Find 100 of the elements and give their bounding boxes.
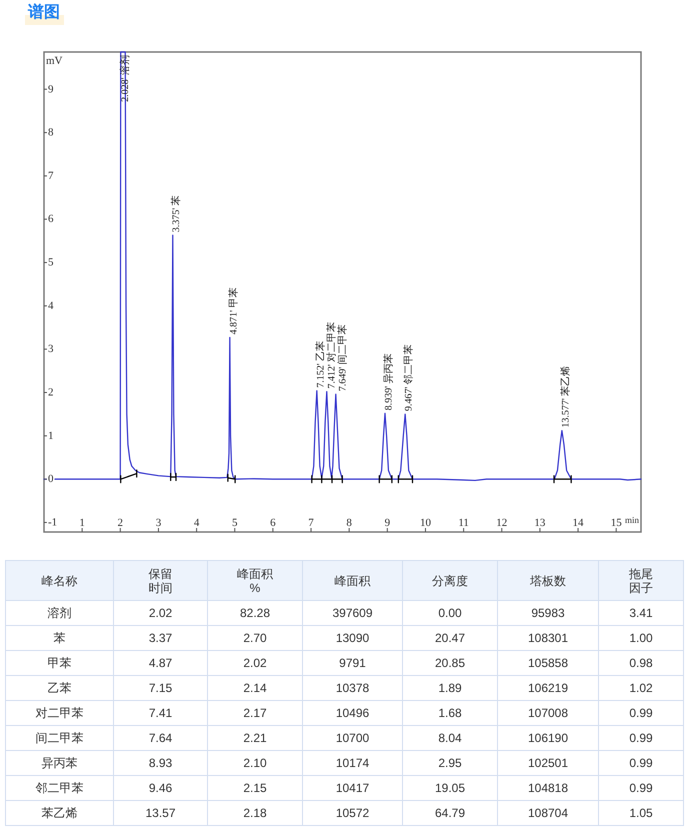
text: 108301 xyxy=(528,631,568,645)
annotation: 13.577' 苯乙烯 xyxy=(559,366,572,428)
category-label: 塔板数 xyxy=(530,574,566,588)
text: 9791 xyxy=(339,656,366,670)
category-label: 峰面积 % xyxy=(237,566,273,594)
x-tick-label: 10 xyxy=(420,517,432,529)
text: 1.68 xyxy=(438,706,462,720)
text: 82.28 xyxy=(240,606,270,620)
x-tick-label: 3 xyxy=(156,517,162,529)
text: 10378 xyxy=(336,681,370,695)
category-label: 异丙苯 xyxy=(42,756,78,770)
text: 397609 xyxy=(332,606,373,620)
y-tick-label: 1 xyxy=(48,430,54,442)
text: 95983 xyxy=(531,606,565,620)
y-tick-label: 5 xyxy=(48,256,54,269)
y-tick-label: -1 xyxy=(48,516,58,528)
annotation: 8.939' 异丙苯 xyxy=(382,353,394,410)
y-tick-label: 6 xyxy=(48,213,54,226)
text: 2.10 xyxy=(243,756,267,770)
text: 2.95 xyxy=(438,756,462,770)
y-axis-title: mV xyxy=(46,55,63,67)
category-label: 甲苯 xyxy=(48,656,72,670)
text: 峰名称 xyxy=(42,574,78,588)
text: 107008 xyxy=(528,706,568,720)
text: 3.37 xyxy=(148,631,172,645)
category-label: 拖尾因子 xyxy=(629,566,653,594)
text: 2.70 xyxy=(243,631,267,645)
text: 8.93 xyxy=(148,756,172,770)
text: 7.41 xyxy=(148,706,172,720)
annotation: 7.152' 乙苯 xyxy=(314,340,326,388)
category-label: 苯 xyxy=(54,630,66,644)
category-label: 邻二甲苯 xyxy=(36,780,84,794)
x-tick-label: 7 xyxy=(308,517,314,529)
annotation: 7.412' 对二甲苯 xyxy=(325,322,338,389)
text: 4.87 xyxy=(148,656,172,670)
text: 1.05 xyxy=(629,806,653,820)
text: 105858 xyxy=(528,656,568,670)
x-tick-label: 4 xyxy=(194,517,200,529)
text: 64.79 xyxy=(434,806,466,820)
text: 2.15 xyxy=(243,781,267,795)
text: 1.89 xyxy=(438,681,462,695)
y-tick-label: 9 xyxy=(48,83,54,96)
text: 10572 xyxy=(336,806,370,820)
category-label: 对二甲苯 xyxy=(36,706,84,720)
y-tick-label: 3 xyxy=(48,343,54,356)
y-tick-label: 4 xyxy=(48,300,54,312)
text: 106219 xyxy=(528,681,568,695)
text: 10496 xyxy=(336,706,370,720)
text: 10700 xyxy=(336,731,370,745)
text: 8.04 xyxy=(438,731,462,745)
x-tick-label: 14 xyxy=(572,517,584,529)
text: 0.99 xyxy=(629,706,653,720)
x-tick-label: 8 xyxy=(346,517,352,529)
y-tick-label: 2 xyxy=(48,386,54,399)
text: 0.00 xyxy=(438,606,462,620)
text: 9.46 xyxy=(148,781,172,795)
text: 104818 xyxy=(528,781,568,795)
x-tick-label: 1 xyxy=(79,517,85,529)
y-tick-label: 7 xyxy=(48,170,54,182)
category-label: 乙苯 xyxy=(48,680,72,694)
annotation: 2.028' 溶剂 xyxy=(118,55,131,102)
chart-title: 谱图 xyxy=(25,3,64,25)
text: 0.99 xyxy=(629,781,653,795)
text: 13.57 xyxy=(145,806,176,820)
text: 2.02 xyxy=(243,656,267,670)
x-tick-label: 2 xyxy=(118,517,124,529)
x-axis-title: min xyxy=(624,515,640,525)
y-tick-label: 8 xyxy=(48,126,54,139)
category-label: 保留时间 xyxy=(148,566,172,594)
text: 0.98 xyxy=(629,656,653,670)
annotation: 7.649' 间二甲苯 xyxy=(336,324,348,392)
x-tick-label: 11 xyxy=(458,517,469,529)
annotation: 3.375' 苯 xyxy=(170,195,182,232)
text: 106190 xyxy=(528,731,568,745)
text: 20.47 xyxy=(434,631,466,645)
text: 2.18 xyxy=(243,806,267,820)
x-tick-label: 12 xyxy=(496,517,508,529)
annotation: 4.871' 甲苯 xyxy=(227,288,240,334)
text: 1.02 xyxy=(629,681,653,695)
text: 20.85 xyxy=(434,656,466,670)
text: 2.14 xyxy=(243,681,267,695)
text: 2.02 xyxy=(148,606,172,620)
x-tick-label: 9 xyxy=(384,517,391,529)
x-tick-label: 13 xyxy=(534,517,546,529)
text: 102501 xyxy=(528,756,568,770)
text: 7.64 xyxy=(148,731,172,745)
x-tick-label: 6 xyxy=(270,517,276,529)
text: 10417 xyxy=(336,781,370,795)
text: 0.99 xyxy=(629,756,653,770)
category-label: 溶剂 xyxy=(48,606,72,620)
text: 7.15 xyxy=(148,681,172,695)
text: 3.41 xyxy=(629,606,653,620)
text: 2.21 xyxy=(243,731,267,745)
category-label: 苯乙烯 xyxy=(42,806,78,820)
category-label: 分离度 xyxy=(432,574,468,588)
text: 0.99 xyxy=(629,731,653,745)
annotation: 9.467' 邻二甲苯 xyxy=(402,344,415,412)
text: 2.17 xyxy=(243,706,267,720)
text: 1.00 xyxy=(629,631,653,645)
text: 10174 xyxy=(336,756,370,770)
